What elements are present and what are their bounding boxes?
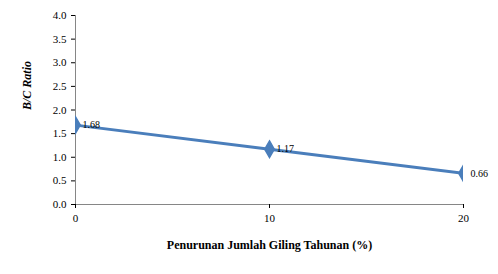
- svg-text:0.0: 0.0: [53, 198, 67, 210]
- svg-text:4.0: 4.0: [53, 9, 67, 21]
- svg-text:0.5: 0.5: [53, 174, 67, 186]
- svg-text:1.17: 1.17: [277, 143, 295, 154]
- svg-text:1.68: 1.68: [83, 119, 101, 130]
- svg-text:3.0: 3.0: [53, 56, 67, 68]
- svg-text:0.66: 0.66: [471, 168, 489, 179]
- svg-text:B/C Ratio: B/C Ratio: [20, 61, 34, 111]
- svg-text:20: 20: [458, 212, 470, 224]
- svg-text:3.5: 3.5: [53, 33, 67, 45]
- svg-text:0: 0: [73, 212, 79, 224]
- svg-text:1.0: 1.0: [53, 151, 67, 163]
- svg-text:2.5: 2.5: [53, 80, 67, 92]
- svg-text:2.0: 2.0: [53, 104, 67, 116]
- svg-text:1.5: 1.5: [53, 127, 67, 139]
- svg-text:10: 10: [264, 212, 276, 224]
- svg-text:Penurunan Jumlah Giling Tahuna: Penurunan Jumlah Giling Tahunan (%): [167, 238, 372, 252]
